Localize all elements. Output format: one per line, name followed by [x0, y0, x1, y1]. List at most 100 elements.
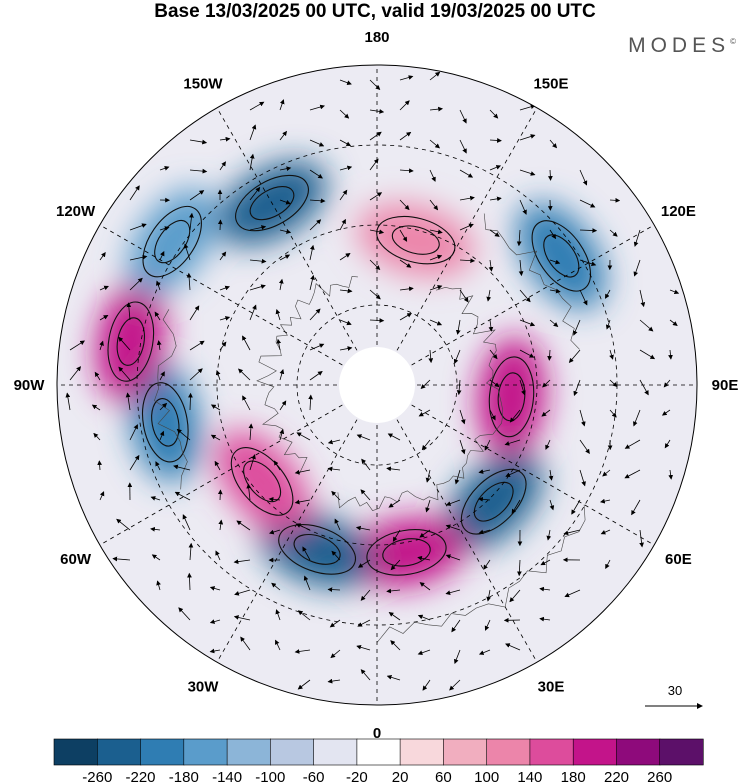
meridian	[99, 224, 378, 386]
wind-vector	[369, 289, 381, 300]
wind-vector	[248, 423, 254, 441]
wind-vector	[238, 368, 251, 381]
wind-vector	[129, 223, 147, 231]
wind-vector	[155, 280, 161, 291]
wind-vector	[456, 379, 462, 396]
wind-vector	[296, 432, 311, 441]
wind-vector	[639, 289, 646, 308]
wind-vector	[118, 366, 131, 381]
colorbar-tick-label: -60	[303, 769, 325, 783]
wind-vector	[279, 99, 285, 111]
wind-vector	[173, 464, 191, 471]
longitude-label: 60W	[60, 551, 92, 568]
wind-vector	[631, 499, 641, 516]
wind-vector	[339, 288, 353, 294]
wind-vector	[99, 491, 105, 501]
wind-vector	[178, 607, 191, 621]
anomaly-core	[497, 370, 526, 423]
wind-vector	[361, 458, 371, 471]
colorbar-tick-label: 260	[647, 769, 672, 783]
wind-vector	[69, 366, 81, 381]
wind-vector	[478, 529, 491, 535]
wind-vector	[327, 439, 341, 445]
brand-name: MODES	[628, 34, 731, 57]
anomaly-core	[472, 480, 515, 523]
meridian	[216, 107, 378, 386]
contour-line	[107, 301, 155, 382]
wind-vector	[99, 252, 106, 261]
wind-vector	[189, 368, 203, 381]
wind-vector	[600, 498, 611, 504]
wind-vector	[633, 259, 641, 277]
wind-vector	[541, 409, 551, 417]
anomaly-core	[292, 533, 342, 566]
wind-vector	[187, 572, 192, 591]
wind-vector	[309, 371, 323, 381]
wind-vector	[664, 439, 671, 449]
wind-vector	[249, 153, 255, 171]
wind-vector	[505, 469, 521, 477]
wind-vector	[242, 335, 251, 351]
wind-vector	[369, 109, 385, 114]
wind-vector	[186, 272, 192, 291]
wind-vector	[429, 254, 443, 261]
wind-vector	[518, 259, 524, 277]
anomaly-core	[542, 233, 581, 279]
wind-vector	[539, 616, 551, 622]
wind-vector	[279, 166, 292, 172]
wind-vector	[279, 400, 287, 411]
wind-vector	[519, 104, 536, 111]
colorbar-tick-label: -260	[82, 769, 112, 783]
wind-vector	[189, 305, 200, 321]
wind-vector	[517, 559, 522, 577]
wind-vector	[390, 640, 401, 651]
wind-vector	[268, 496, 281, 502]
contour-line	[293, 533, 341, 565]
wind-vector	[302, 546, 311, 561]
wind-vector	[356, 644, 371, 651]
wind-vector	[209, 586, 221, 591]
colorbar-tick-label: -140	[212, 769, 242, 783]
wind-vector	[339, 139, 352, 146]
colorbar-bin	[313, 738, 358, 766]
wind-vector	[279, 254, 291, 261]
wind-vector	[549, 288, 561, 294]
wind-vector	[563, 529, 581, 536]
wind-vector	[668, 349, 673, 360]
polar-cap	[339, 347, 415, 423]
colorbar-bin	[183, 738, 228, 766]
wind-vector	[94, 371, 101, 381]
meridian	[216, 384, 378, 663]
colorbar-bin	[529, 738, 574, 766]
wind-vector	[419, 529, 431, 538]
wind-vector	[279, 229, 292, 234]
colorbar-tick-label: 180	[561, 769, 586, 783]
wind-vector	[330, 649, 341, 659]
meridian	[376, 384, 655, 546]
wind-vector	[399, 286, 414, 292]
wind-vector	[454, 469, 461, 485]
wind-vector	[129, 277, 143, 291]
wind-vector	[219, 316, 231, 321]
wind-vector	[428, 349, 434, 364]
wind-vector	[269, 529, 281, 535]
wind-vector	[150, 526, 161, 532]
wind-vector	[159, 371, 165, 381]
wind-vector	[334, 518, 341, 531]
wind-vector	[327, 587, 341, 593]
contour-line	[142, 205, 202, 278]
wind-vector	[69, 340, 85, 351]
wind-vector	[215, 369, 221, 381]
wind-vector	[600, 529, 611, 535]
contour-line	[488, 356, 535, 438]
colorbar-bin	[572, 738, 618, 766]
contour-line	[460, 468, 527, 535]
wind-vector	[454, 649, 461, 665]
wind-vector	[126, 302, 132, 321]
contour-line	[230, 447, 294, 516]
wind-vector	[360, 589, 371, 601]
wind-vector	[183, 243, 191, 261]
wind-vector	[504, 439, 521, 446]
wind-vector	[218, 519, 224, 531]
